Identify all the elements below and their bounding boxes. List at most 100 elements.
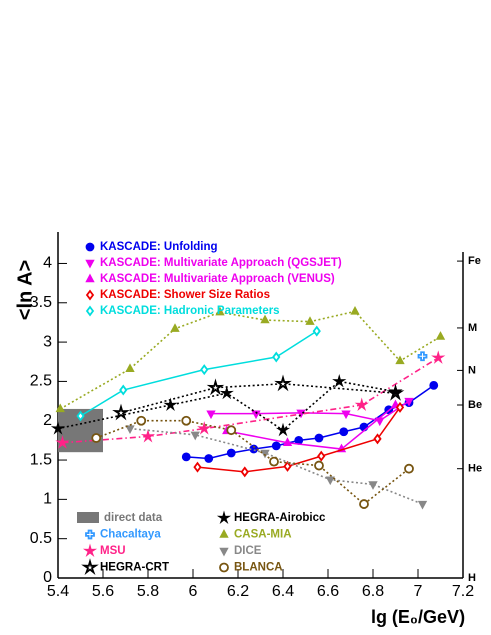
y-tick-label: 3: [43, 333, 52, 350]
y-tick-label: 1.5: [30, 451, 52, 468]
legend-label: HEGRA-CRT: [100, 562, 169, 574]
data-point: [193, 461, 202, 473]
data-point: [269, 456, 279, 467]
data-point: [76, 410, 85, 422]
legend-marker: [85, 529, 95, 540]
data-point: [332, 373, 347, 388]
data-point: [283, 460, 292, 472]
data-point: [282, 437, 293, 446]
data-point: [417, 351, 428, 362]
legend-label: KASCADE: Unfolding: [100, 241, 218, 253]
series-line: [197, 406, 401, 473]
data-point: [314, 460, 324, 471]
x-tick-label: 6.6: [317, 583, 339, 600]
data-point: [431, 350, 446, 364]
data-point: [417, 500, 428, 510]
data-point: [219, 385, 234, 400]
series-line: [211, 400, 410, 422]
data-point: [240, 466, 249, 478]
data-point: [125, 425, 135, 435]
data-point: [305, 316, 315, 325]
y-tick-label: 2: [43, 412, 52, 429]
y-axis-label: <ln A>: [14, 260, 36, 320]
data-point: [272, 351, 281, 363]
data-point: [170, 323, 180, 332]
legend-marker: [219, 547, 229, 557]
x-tick-label: 6.4: [272, 583, 294, 600]
x-tick-label: 5.8: [137, 583, 159, 600]
data-point: [314, 433, 324, 443]
x-tick-label: 7.2: [452, 583, 474, 600]
x-tick-label: 6.8: [362, 583, 384, 600]
data-point: [275, 422, 291, 437]
x-tick-label: 5.6: [92, 583, 114, 600]
series-line: [129, 427, 423, 505]
data-point: [359, 499, 369, 509]
data-point: [395, 355, 405, 365]
data-point: [215, 306, 225, 316]
data-point: [317, 450, 326, 462]
legend-swatch: [77, 512, 99, 523]
legend-marker: [85, 242, 95, 252]
series-line: [120, 382, 396, 414]
data-point: [395, 401, 405, 413]
y2-tick-label: M: [468, 322, 477, 334]
legend-label: MSU: [100, 545, 126, 557]
data-point: [368, 481, 378, 490]
legend-marker: [219, 529, 229, 538]
data-point: [136, 415, 147, 426]
data-point: [55, 403, 65, 413]
legend-marker: [85, 289, 95, 301]
data-point: [197, 421, 212, 435]
series-line: [57, 380, 396, 432]
series-line: [80, 330, 318, 417]
y-tick-label: 1: [43, 491, 52, 508]
legend-label: KASCADE: Shower Size Ratios: [100, 289, 270, 301]
data-point: [50, 421, 66, 435]
data-point: [140, 429, 156, 443]
legend-label: CASA-MIA: [234, 529, 292, 541]
y-tick-label: 3.5: [30, 294, 52, 311]
y-tick-label: 0: [43, 569, 52, 586]
y-tick-label: 2.5: [30, 373, 52, 390]
data-point: [260, 449, 270, 459]
data-point: [260, 314, 270, 324]
legend-marker: [85, 273, 95, 283]
data-point: [181, 452, 191, 462]
data-point: [312, 325, 321, 337]
data-point: [404, 463, 414, 474]
legend-marker: [81, 558, 99, 575]
x-axis-label: lg (E₀/GeV): [371, 607, 465, 627]
legend-label: KASCADE: Hadronic Parameters: [100, 305, 280, 317]
data-point: [190, 431, 200, 441]
data-point: [274, 374, 292, 392]
legend-label: Chacaltaya: [100, 529, 161, 541]
data-point: [119, 384, 128, 396]
data-point: [375, 417, 385, 427]
data-point: [163, 397, 178, 412]
legend-label: BLANCA: [234, 562, 283, 574]
data-point: [251, 410, 261, 420]
legend-label: DICE: [234, 545, 262, 557]
data-point: [271, 441, 281, 451]
x-tick-label: 6.2: [227, 583, 249, 600]
y2-tick-label: Be: [468, 399, 482, 411]
legend-marker: [82, 543, 98, 558]
data-point: [206, 410, 216, 420]
data-point: [339, 427, 349, 437]
x-tick-label: 6: [189, 583, 198, 600]
data-point: [200, 364, 209, 376]
legend-marker: [85, 259, 95, 269]
y-tick-label: 0.5: [30, 530, 52, 547]
data-point: [373, 433, 382, 445]
series-line: [62, 357, 439, 444]
data-point: [350, 305, 360, 315]
y2-tick-label: N: [468, 364, 476, 376]
legend-label: direct data: [104, 512, 163, 524]
x-tick-label: 7: [414, 583, 423, 600]
data-point: [125, 363, 135, 373]
data-point: [404, 397, 414, 407]
legend-marker: [85, 305, 95, 317]
